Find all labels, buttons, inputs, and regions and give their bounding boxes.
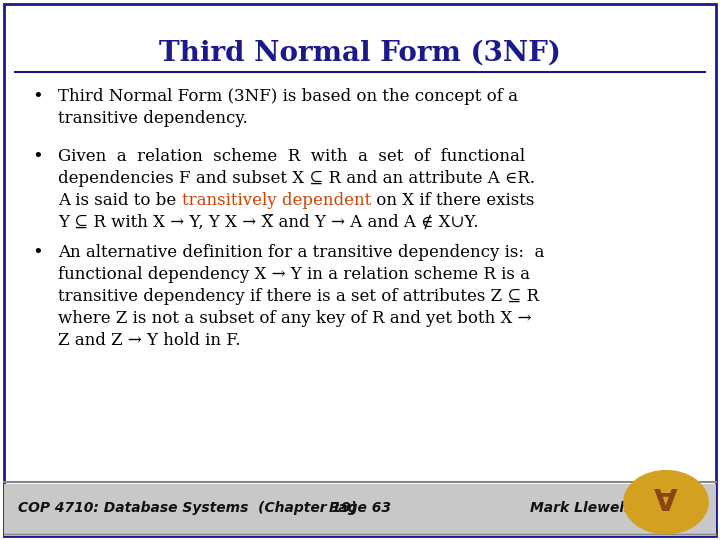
Text: functional dependency X → Y in a relation scheme R is a: functional dependency X → Y in a relatio… <box>58 266 530 283</box>
Text: Third Normal Form (3NF) is based on the concept of a: Third Normal Form (3NF) is based on the … <box>58 88 518 105</box>
Text: Page 63: Page 63 <box>329 501 391 515</box>
FancyBboxPatch shape <box>4 4 716 536</box>
Text: Z and Z → Y hold in F.: Z and Z → Y hold in F. <box>58 332 240 349</box>
Text: Given  a  relation  scheme  R  with  a  set  of  functional: Given a relation scheme R with a set of … <box>58 148 525 165</box>
Text: •: • <box>32 244 43 262</box>
Text: Third Normal Form (3NF): Third Normal Form (3NF) <box>159 40 561 67</box>
Text: Ɐ: Ɐ <box>654 488 678 517</box>
FancyBboxPatch shape <box>4 484 716 536</box>
Text: •: • <box>32 88 43 106</box>
Text: transitive dependency if there is a set of attributes Z ⊆ R: transitive dependency if there is a set … <box>58 288 539 305</box>
Text: Mark Llewellyn: Mark Llewellyn <box>530 501 648 515</box>
Text: Y ⊆ R with X → Y, Y X → X̅ and Y → A and A ∉ X∪Y.: Y ⊆ R with X → Y, Y X → X̅ and Y → A and… <box>58 214 479 231</box>
Text: where Z is not a subset of any key of R and yet both X →: where Z is not a subset of any key of R … <box>58 310 531 327</box>
Text: dependencies F and subset X ⊆ R and an attribute A ∈R.: dependencies F and subset X ⊆ R and an a… <box>58 170 535 187</box>
Text: on X if there exists: on X if there exists <box>371 192 534 209</box>
Text: COP 4710: Database Systems  (Chapter 19): COP 4710: Database Systems (Chapter 19) <box>18 501 357 515</box>
Text: transitively dependent: transitively dependent <box>181 192 371 209</box>
Text: An alternative definition for a transitive dependency is:  a: An alternative definition for a transiti… <box>58 244 544 261</box>
Circle shape <box>624 470 708 534</box>
Text: transitive dependency.: transitive dependency. <box>58 110 248 127</box>
Text: A is said to be: A is said to be <box>58 192 181 209</box>
Text: •: • <box>32 148 43 166</box>
